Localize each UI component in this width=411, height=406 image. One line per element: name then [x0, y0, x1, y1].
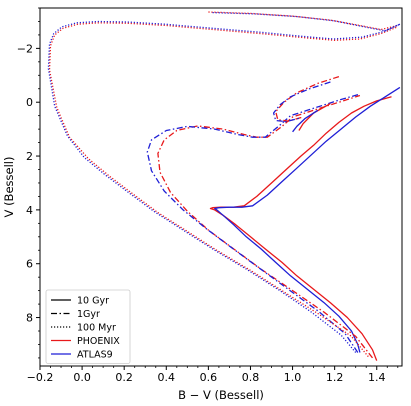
x-tick-label: 0.0	[73, 371, 91, 384]
y-tick-label: 4	[26, 204, 33, 217]
y-tick-label: 2	[26, 150, 33, 163]
series-line-1gyr-phoenix-upper-loop	[275, 75, 340, 122]
legend-label-1gyr: 1Gyr	[77, 309, 100, 320]
x-tick-label: −0.2	[27, 371, 54, 384]
ticks-layer: −0.2 0.0 0.2 0.4 0.6 0.8 1.0 1.2 1.4 −2 0 2 4 6 8	[17, 7, 399, 384]
x-tick-label: 0.6	[200, 371, 218, 384]
x-tick-label: 0.4	[158, 371, 176, 384]
series-line-100-myr-atlas9-upper-branch	[212, 11, 401, 32]
plot-frame	[39, 7, 403, 367]
legend-label-phoenix: PHOENIX	[77, 336, 120, 347]
y-tick-label: 6	[26, 258, 33, 271]
x-tick-label: 1.4	[368, 371, 386, 384]
series-line-1gyr-atlas9	[146, 93, 361, 353]
x-tick-label: 0.8	[242, 371, 260, 384]
series-line-10-gyr-phoenix-clump	[298, 103, 331, 131]
x-tick-label: 1.2	[326, 371, 344, 384]
legend-box	[45, 289, 131, 364]
series-layer	[47, 11, 401, 361]
series-line-10-gyr-atlas9	[214, 86, 401, 353]
y-tick-label: 8	[26, 312, 33, 325]
x-axis-title: B − V (Bessell)	[178, 388, 264, 402]
y-tick-label: 0	[26, 96, 33, 109]
series-line-1gyr-atlas9-upper-loop	[272, 81, 331, 123]
y-axis-title: V (Bessell)	[2, 157, 16, 218]
series-line-10-gyr-atlas9-clump	[292, 109, 319, 133]
x-tick-label: 1.0	[284, 371, 302, 384]
legend: 10 Gyr 1Gyr 100 Myr PHOENIX ATLAS9	[45, 289, 131, 364]
series-line-10-gyr-phoenix	[209, 96, 392, 361]
legend-label-100-myr: 100 Myr	[77, 323, 116, 334]
y-tick-label: −2	[17, 42, 33, 55]
series-line-100-myr-atlas9	[47, 20, 401, 353]
legend-label-10-gyr: 10 Gyr	[77, 296, 109, 307]
series-line-100-myr-phoenix-upper-branch	[208, 11, 398, 31]
x-tick-label: 0.2	[115, 371, 133, 384]
legend-label-atlas9: ATLAS9	[77, 350, 113, 361]
series-line-1gyr-phoenix	[157, 94, 374, 359]
